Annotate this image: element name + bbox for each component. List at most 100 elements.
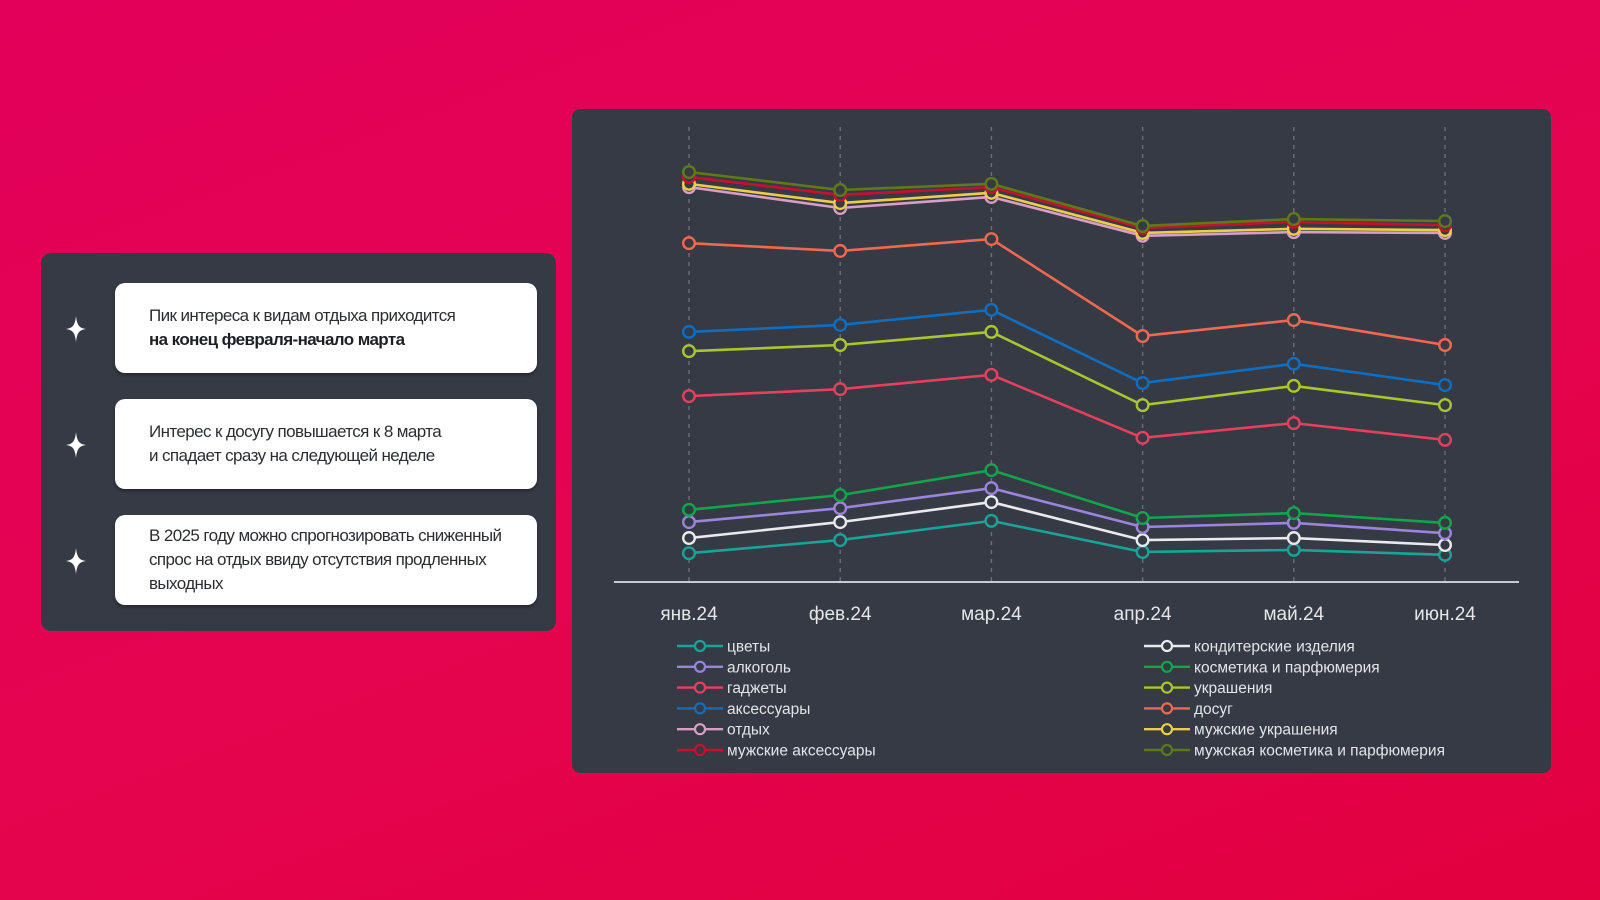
legend-label: мужские украшения	[1194, 722, 1338, 739]
series-line	[688, 373, 1446, 442]
data-point	[833, 382, 848, 397]
series-гаджеты	[681, 367, 1453, 447]
data-point	[1438, 398, 1453, 413]
data-point	[1286, 313, 1301, 328]
insight-item: Пик интереса к видам отдыха приходится н…	[41, 283, 556, 375]
legend-label: мужские аксессуары	[727, 743, 876, 760]
data-point	[681, 546, 696, 561]
legend-label: алкоголь	[727, 659, 791, 676]
data-point	[1135, 329, 1150, 344]
data-point	[984, 324, 999, 339]
x-tick-label: фев.24	[809, 604, 872, 625]
legend-marker-icon	[1160, 723, 1174, 736]
data-point	[833, 501, 848, 516]
series-line	[688, 237, 1446, 347]
x-tick-label: апр.24	[1114, 604, 1172, 625]
data-point	[1438, 214, 1453, 229]
sparkle-icon	[66, 432, 86, 458]
insight-line: В 2025 году можно спрогнозировать снижен…	[149, 526, 502, 545]
legend-label: косметика и парфюмерия	[1194, 659, 1380, 676]
data-point	[833, 182, 848, 197]
legend-marker-icon	[693, 702, 707, 715]
line-chart: янв.24 фев.24 мар.24 апр.24 май.24 июн.24 цве…	[614, 127, 1519, 760]
legend-item: мужские украшения	[1144, 722, 1338, 739]
data-point	[1286, 416, 1301, 431]
insight-line: Пик интереса к видам отдыха приходится	[149, 306, 456, 325]
legend-marker-icon	[693, 723, 707, 736]
series-line	[688, 330, 1446, 407]
insights-panel: Пик интереса к видам отдыха приходится н…	[41, 253, 556, 631]
legend-marker-icon	[693, 743, 707, 757]
series-цветы	[681, 513, 1453, 562]
data-point	[1135, 398, 1150, 413]
x-tick-label: мар.24	[961, 604, 1022, 625]
legend-item: алкоголь	[677, 659, 791, 676]
legend-label: гаджеты	[727, 680, 787, 697]
x-tick-label: май.24	[1263, 604, 1324, 625]
legend-marker-icon	[1160, 702, 1174, 715]
data-point	[1438, 538, 1453, 553]
legend-item: мужская косметика и парфюмерия	[1144, 743, 1445, 760]
series-украшения	[681, 324, 1453, 413]
legend-label: отдых	[727, 722, 770, 739]
legend-label: мужская косметика и парфюмерия	[1194, 743, 1445, 760]
insight-line: Интерес к досугу повышается к 8 марта	[149, 422, 442, 441]
legend-label: кондитерские изделия	[1194, 639, 1355, 656]
series-group	[681, 165, 1453, 562]
legend-marker-icon	[1160, 639, 1174, 653]
insight-item: В 2025 году можно спрогнозировать снижен…	[41, 515, 556, 607]
series-косметика-и-парфюмерия	[681, 463, 1453, 530]
data-point	[681, 389, 696, 404]
data-point	[984, 176, 999, 191]
series-алкоголь	[681, 481, 1453, 541]
legend-label: аксессуары	[727, 701, 810, 718]
legend-item: украшения	[1144, 680, 1272, 697]
legend-item: косметика и парфюмерия	[1144, 659, 1380, 676]
insight-card: Пик интереса к видам отдыха приходится н…	[115, 283, 537, 373]
data-point	[984, 302, 999, 317]
data-point	[1286, 356, 1301, 371]
data-point	[1438, 378, 1453, 393]
legend-marker-icon	[1160, 660, 1174, 673]
data-point	[681, 344, 696, 359]
data-point	[1135, 430, 1150, 445]
data-point	[1438, 432, 1453, 447]
data-point	[984, 513, 999, 528]
insight-line: спрос на отдых ввиду отсутствия продленн…	[149, 550, 487, 569]
legend-label: цветы	[727, 639, 770, 656]
series-line	[688, 519, 1446, 557]
data-point	[833, 243, 848, 258]
legend-item: цветы	[677, 639, 770, 656]
data-point	[681, 165, 696, 180]
x-tick-label: янв.24	[660, 604, 718, 625]
legend-label: украшения	[1194, 680, 1272, 697]
data-point	[1286, 506, 1301, 521]
series-line	[688, 500, 1446, 547]
series-line	[688, 185, 1446, 238]
insight-text: Пик интереса к видам отдыха приходится н…	[149, 304, 456, 352]
data-point	[1135, 218, 1150, 233]
series-line	[688, 486, 1446, 535]
data-point	[833, 338, 848, 353]
insight-card: В 2025 году можно спрогнозировать снижен…	[115, 515, 537, 605]
series-line	[688, 182, 1446, 235]
chart-panel: янв.24 фев.24 мар.24 апр.24 май.24 июн.24 цве…	[572, 109, 1551, 773]
x-axis-ticks: янв.24 фев.24 мар.24 апр.24 май.24 июн.24	[660, 604, 1476, 625]
data-point	[1286, 542, 1301, 557]
data-point	[833, 533, 848, 548]
data-point	[681, 502, 696, 517]
data-point	[833, 488, 848, 503]
data-point	[1135, 533, 1150, 548]
insight-line: выходных	[149, 574, 223, 593]
series-кондитерские-изделия	[681, 495, 1453, 553]
data-point	[1286, 212, 1301, 227]
legend-marker-icon	[1160, 743, 1174, 757]
data-point	[984, 367, 999, 382]
series-аксессуары	[681, 302, 1453, 393]
data-point	[1286, 378, 1301, 393]
legend-item: кондитерские изделия	[1144, 639, 1355, 656]
data-point	[984, 495, 999, 510]
legend-marker-icon	[693, 639, 707, 653]
legend-item: мужские аксессуары	[677, 743, 876, 760]
insight-item: Интерес к досугу повышается к 8 марта и …	[41, 399, 556, 491]
